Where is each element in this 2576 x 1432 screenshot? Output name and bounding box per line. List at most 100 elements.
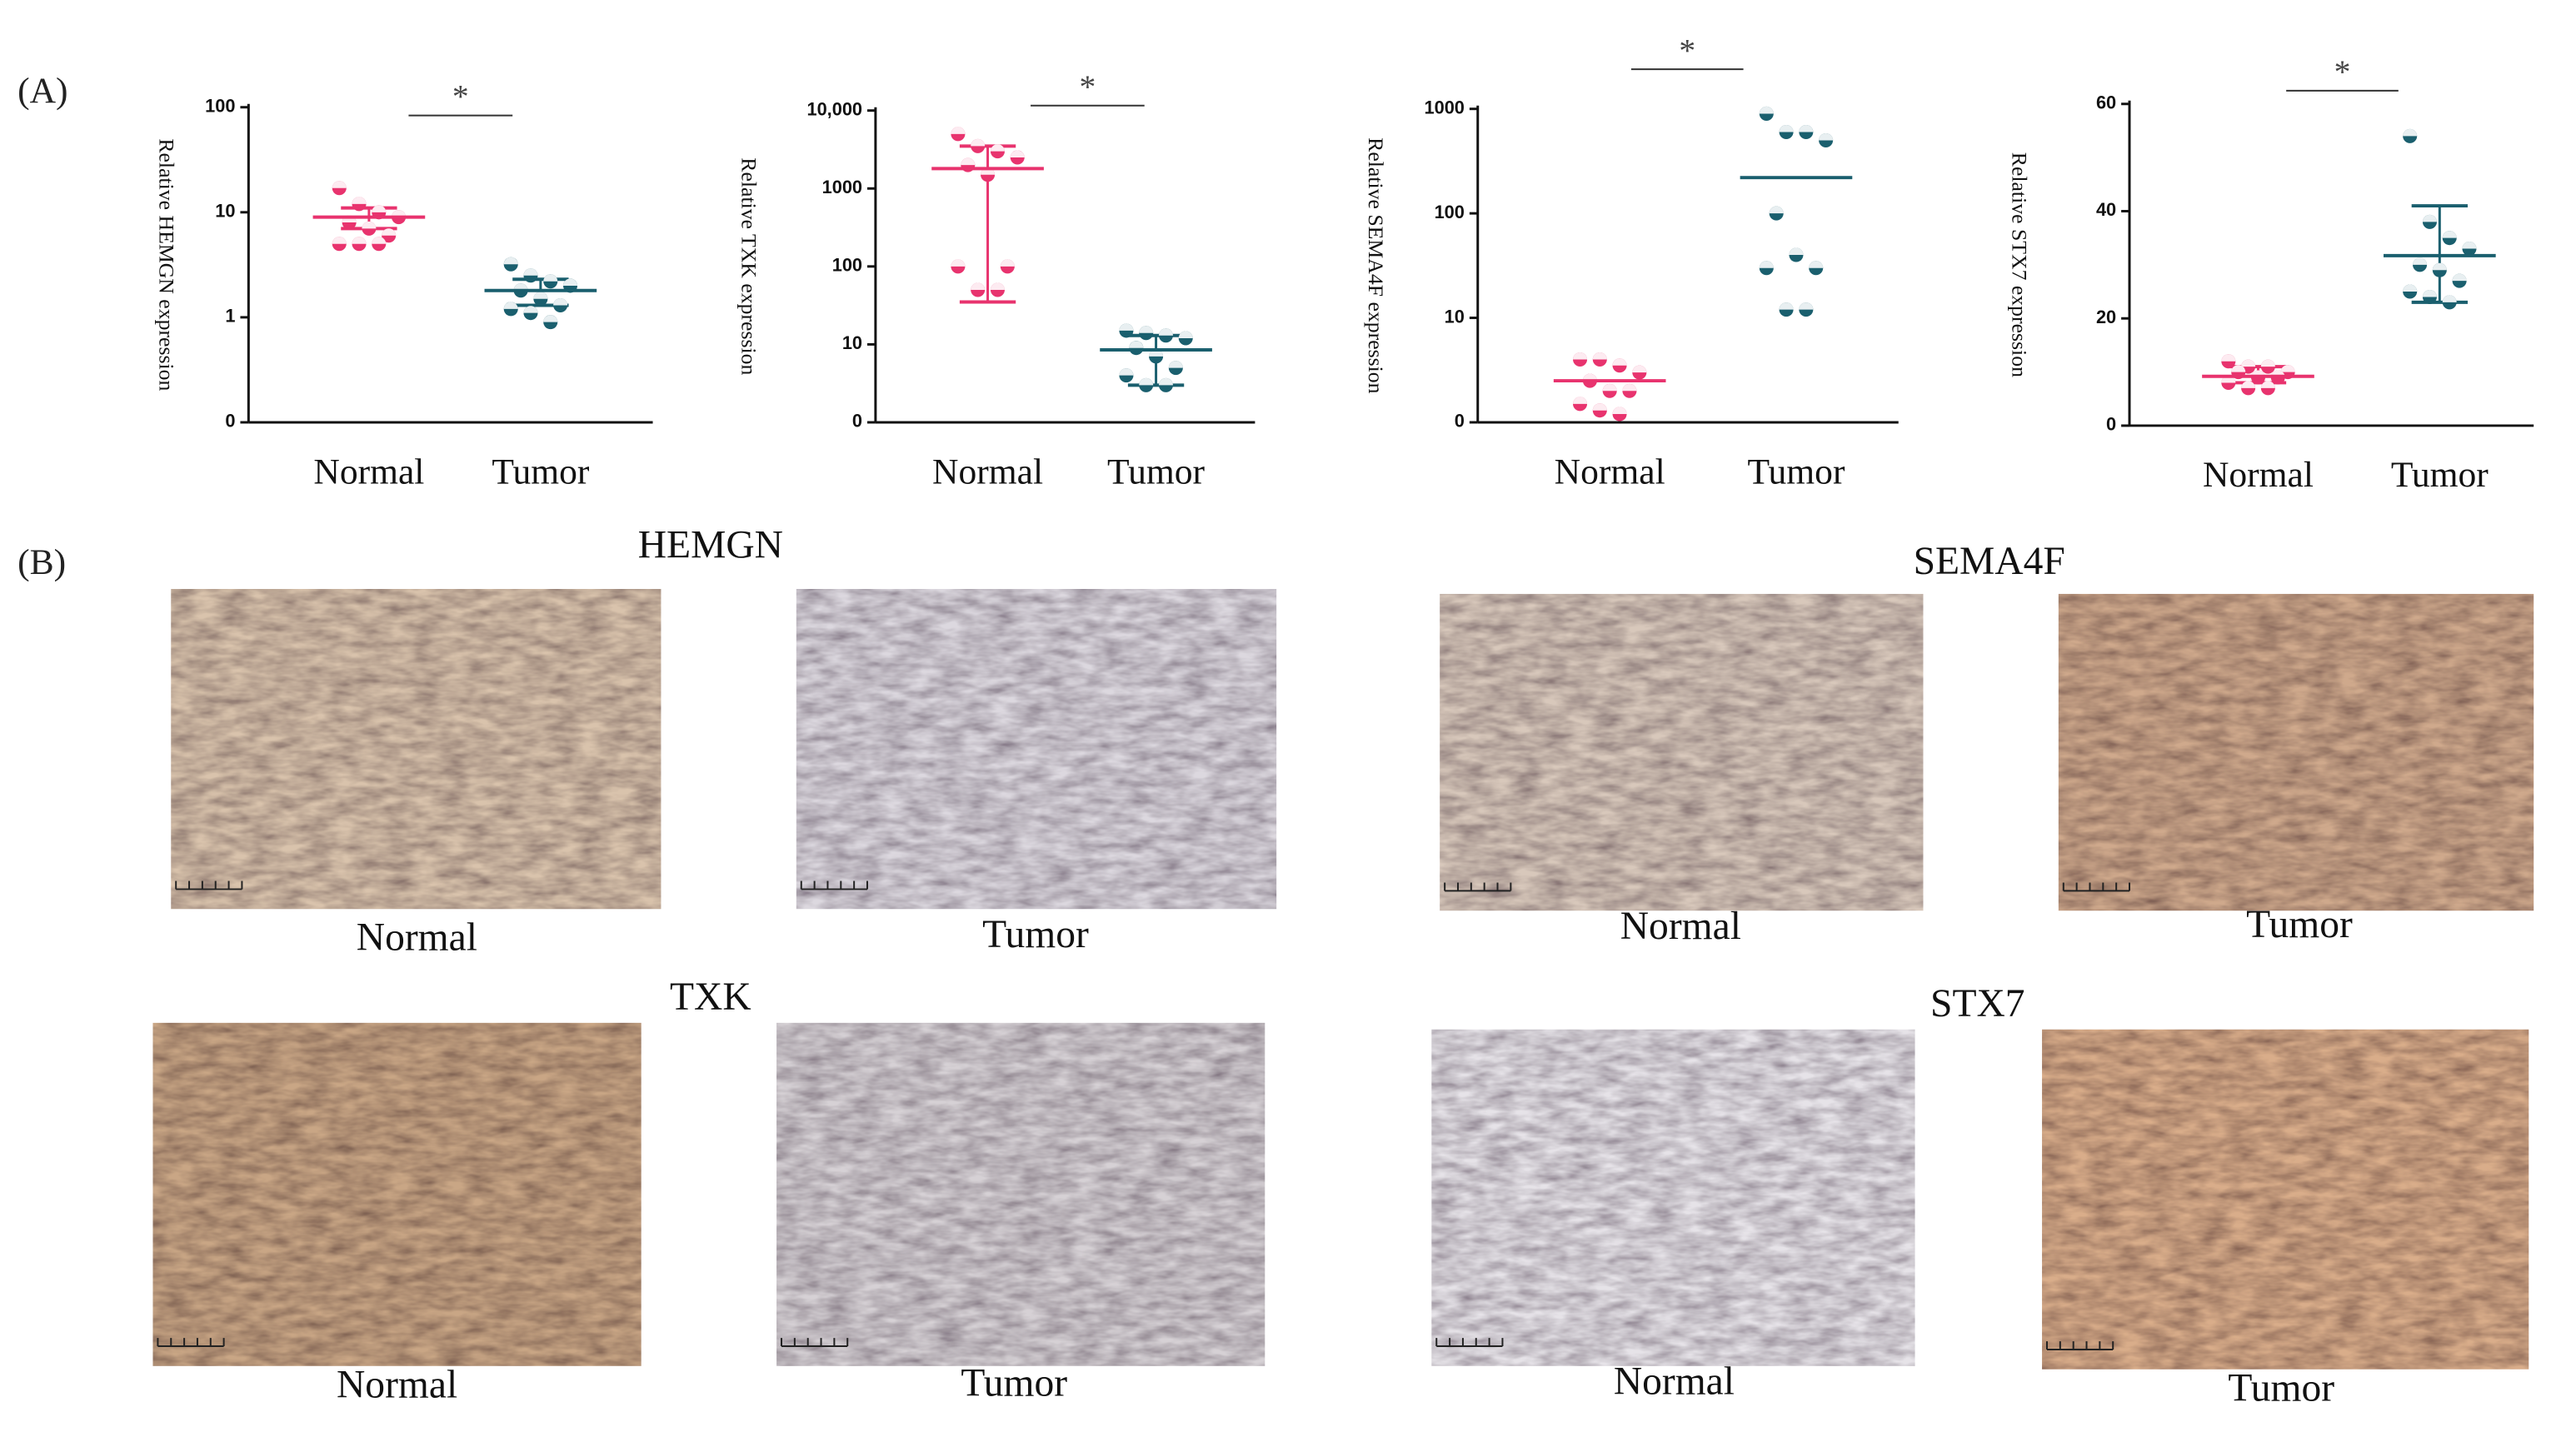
- data-point: [1592, 403, 1607, 418]
- dot-highlight: [1632, 365, 1647, 373]
- y-tick-label: 100: [832, 255, 862, 276]
- dot-highlight: [503, 257, 518, 265]
- dot-highlight: [990, 282, 1005, 291]
- data-point: [1139, 326, 1154, 341]
- y-tick-label: 1: [225, 306, 235, 327]
- y-tick-label: 0: [2106, 414, 2116, 435]
- dot-highlight: [553, 298, 568, 306]
- x-tick-label: Normal: [313, 452, 424, 491]
- data-point: [533, 292, 548, 307]
- stain-title: TXK: [670, 975, 751, 1019]
- data-point: [1158, 328, 1173, 343]
- y-tick-label: 10: [1445, 306, 1465, 327]
- data-point: [1602, 383, 1617, 398]
- dot-highlight: [352, 197, 367, 204]
- data-point: [1779, 302, 1794, 317]
- data-point: [352, 197, 367, 212]
- dot-highlight: [2462, 242, 2477, 249]
- dot-highlight: [1612, 358, 1627, 366]
- data-point: [2403, 128, 2418, 143]
- dot-highlight: [382, 228, 397, 236]
- dot-highlight: [372, 237, 387, 244]
- dot-highlight: [543, 274, 558, 282]
- x-tick-label: Tumor: [492, 452, 589, 491]
- data-point: [2413, 257, 2428, 272]
- y-tick-label: 10: [842, 332, 862, 353]
- dot-highlight: [1799, 125, 1814, 132]
- data-point: [1178, 331, 1193, 346]
- dot-highlight: [1592, 352, 1607, 360]
- dot-highlight: [2422, 214, 2437, 222]
- data-point: [1632, 365, 1647, 380]
- data-point: [523, 268, 538, 283]
- data-point: [1168, 361, 1183, 376]
- micrograph-label: Tumor: [961, 1361, 1067, 1405]
- micrograph-label: Normal: [1614, 1360, 1735, 1403]
- data-point: [2260, 359, 2275, 374]
- dot-highlight: [951, 259, 966, 267]
- y-tick-label: 20: [2096, 307, 2116, 327]
- data-point: [2260, 381, 2275, 396]
- data-point: [2462, 242, 2477, 257]
- data-point: [382, 228, 397, 243]
- scale-bar: [157, 1338, 225, 1348]
- micrograph: [776, 1022, 1266, 1366]
- data-point: [362, 221, 377, 236]
- dot-highlight: [1809, 261, 1824, 268]
- y-tick-label: 100: [205, 95, 235, 116]
- micrograph: [152, 1022, 642, 1366]
- x-tick-label: Normal: [2203, 455, 2314, 495]
- x-tick-label: Normal: [1555, 452, 1665, 491]
- micrograph-label: Tumor: [2228, 1366, 2334, 1410]
- scale-bar: [2046, 1341, 2114, 1350]
- dot-highlight: [1010, 150, 1025, 158]
- data-point: [2442, 295, 2457, 310]
- data-point: [1573, 352, 1588, 367]
- data-point: [1759, 106, 1774, 121]
- dot-highlight: [1158, 377, 1173, 386]
- y-tick-label: 60: [2096, 92, 2116, 113]
- scale-bar: [175, 881, 243, 891]
- dot-highlight: [1819, 132, 1834, 141]
- micrograph: [171, 589, 661, 910]
- data-point: [951, 259, 966, 274]
- significance-mark: *: [2334, 53, 2351, 90]
- data-point: [352, 237, 367, 252]
- dot-highlight: [362, 221, 377, 229]
- dot-highlight: [503, 302, 518, 309]
- data-point: [1612, 407, 1627, 422]
- panel-label: (B): [17, 542, 66, 582]
- dot-highlight: [2260, 359, 2275, 367]
- dot-highlight: [1139, 326, 1154, 333]
- dot-highlight: [1779, 302, 1794, 310]
- dot-highlight: [2241, 381, 2256, 388]
- dot-highlight: [1573, 397, 1588, 404]
- dot-highlight: [1759, 106, 1774, 114]
- dot-highlight: [961, 157, 976, 166]
- dot-highlight: [1799, 302, 1814, 310]
- data-point: [1809, 261, 1824, 276]
- x-tick-label: Tumor: [2391, 455, 2489, 495]
- dot-highlight: [332, 237, 347, 244]
- y-tick-label: 1000: [1424, 97, 1464, 117]
- data-point: [372, 237, 387, 252]
- data-point: [951, 127, 966, 142]
- y-tick-label: 0: [225, 411, 235, 432]
- dot-highlight: [951, 127, 966, 134]
- scale-bar: [781, 1338, 849, 1348]
- dot-highlight: [1139, 377, 1154, 386]
- y-axis-label: Relative STX7 expression: [2007, 152, 2031, 377]
- dot-highlight: [2432, 262, 2447, 271]
- y-tick-label: 0: [852, 411, 862, 432]
- data-point: [1779, 125, 1794, 140]
- micrograph: [1440, 593, 1924, 911]
- dot-highlight: [392, 210, 407, 217]
- dot-highlight: [543, 315, 558, 322]
- micrograph: [1431, 1029, 1915, 1366]
- data-point: [1789, 247, 1804, 262]
- dot-highlight: [2403, 128, 2418, 137]
- micrograph-label: Tumor: [982, 913, 1089, 956]
- dot-highlight: [563, 278, 578, 286]
- micrograph: [796, 589, 1277, 910]
